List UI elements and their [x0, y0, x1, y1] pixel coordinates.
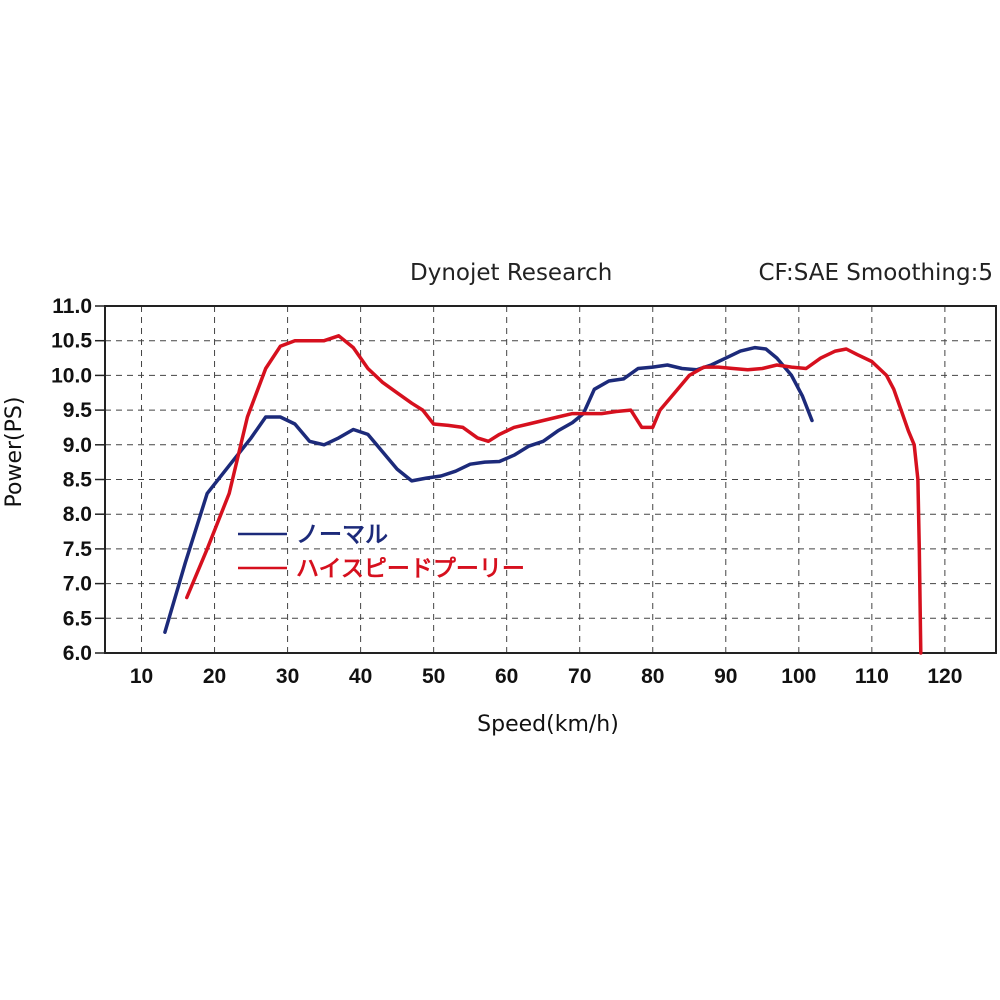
y-tick-label: 6.0 [63, 642, 92, 665]
series-line-highspeed-pulley [185, 334, 923, 655]
y-tick-label: 7.0 [63, 573, 92, 596]
y-tick-label: 9.0 [63, 434, 92, 457]
x-tick-label: 80 [641, 665, 664, 688]
x-tick-label: 60 [495, 665, 518, 688]
x-tick-label: 70 [568, 665, 591, 688]
x-tick-label: 50 [422, 665, 445, 688]
x-tick-labels: 10 20 30 40 50 60 70 80 90 100 110 120 [130, 665, 963, 688]
legend-label-highspeed-pulley: ハイスピードプーリー [296, 556, 525, 582]
header-right-text: CF:SAE Smoothing:5 [758, 260, 993, 286]
y-tick-label: 7.5 [63, 538, 93, 561]
legend: ノーマル ハイスピードプーリー [238, 522, 525, 582]
y-tick-label: 10.0 [51, 364, 92, 387]
x-tick-label: 120 [927, 665, 962, 688]
series-lines [163, 334, 923, 655]
gridlines [105, 306, 996, 653]
y-tick-label: 9.5 [63, 399, 93, 422]
y-tick-label: 11.0 [52, 295, 92, 318]
legend-label-normal: ノーマル [296, 522, 388, 548]
y-tick-label: 8.5 [63, 469, 93, 492]
x-tick-label: 40 [349, 665, 372, 688]
x-tick-label: 110 [855, 665, 889, 688]
series-line-normal [163, 345, 814, 634]
y-tick-label: 6.5 [63, 607, 93, 630]
x-tick-label: 10 [130, 665, 153, 688]
x-tick-label: 90 [714, 665, 737, 688]
y-tick-label: 10.5 [51, 330, 92, 353]
x-tick-label: 30 [276, 665, 299, 688]
x-axis-label: Speed(km/h) [477, 712, 619, 737]
x-tick-label: 100 [781, 665, 816, 688]
y-axis-label: Power(PS) [2, 397, 27, 508]
x-tick-label: 20 [203, 665, 226, 688]
y-tick-label: 8.0 [63, 503, 92, 526]
y-tick-labels: 6.0 6.5 7.0 7.5 8.0 8.5 9.0 9.5 10.0 10.5 11.0 [51, 295, 105, 665]
header-left-text: Dynojet Research [410, 260, 612, 286]
